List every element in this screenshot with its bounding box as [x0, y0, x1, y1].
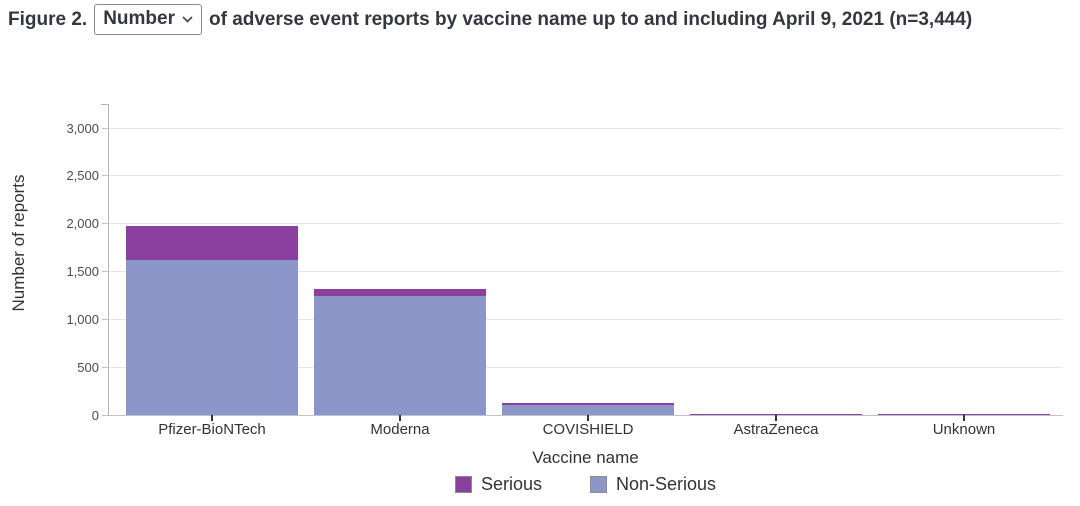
bar-nonserious-moderna[interactable] [314, 295, 486, 415]
y-axis-tick [102, 175, 109, 177]
y-axis-tick [102, 271, 109, 272]
metric-select-dropdown[interactable]: Number [94, 4, 202, 35]
x-axis-tick [587, 415, 589, 421]
gridline-3000 [108, 127, 1063, 129]
y-axis-tick [102, 414, 109, 416]
x-axis-line [108, 415, 1063, 416]
legend-item-non-serious[interactable]: Non-Serious [589, 474, 717, 495]
y-axis-tick-label: 1,000 [66, 311, 99, 327]
figure-title-suffix: of adverse event reports by vaccine name… [208, 8, 973, 30]
gridline-1000 [108, 318, 1063, 320]
bar-serious-covishield[interactable] [502, 403, 674, 406]
bar-serious-moderna[interactable] [314, 288, 486, 296]
x-axis-tick [963, 415, 965, 421]
y-axis-tick-label: 2,500 [66, 168, 99, 184]
y-axis-tick [102, 366, 109, 368]
metric-select-value: Number [103, 8, 175, 29]
gridline-500 [108, 366, 1063, 368]
y-axis-tick-label: 0 [91, 407, 99, 423]
y-axis-tick [102, 318, 109, 320]
x-axis-label-pfizer-biontech: Pfizer-BioNTech [158, 421, 266, 438]
chart-legend: Serious Non-Serious [108, 474, 1063, 495]
x-axis-label-unknown: Unknown [932, 421, 996, 438]
legend-item-serious[interactable]: Serious [454, 474, 542, 495]
x-axis-label-covishield: COVISHIELD [542, 421, 634, 438]
x-axis-tick [399, 415, 401, 421]
chevron-down-icon [182, 15, 193, 23]
y-axis-cap-tick [101, 104, 109, 105]
y-axis-tick-label: 1,500 [66, 264, 99, 279]
gridline-2000 [108, 223, 1063, 225]
legend-swatch-non-serious [589, 476, 607, 493]
plot-area [108, 104, 1063, 415]
figure-title-prefix: Figure 2. [8, 8, 88, 30]
y-axis-tick-label: 3,000 [66, 120, 99, 136]
legend-label-serious: Serious [480, 474, 542, 494]
y-axis-title: Number of reports [9, 174, 28, 312]
x-axis-label-astrazeneca: AstraZeneca [733, 421, 819, 438]
y-axis-tick [102, 127, 109, 129]
x-axis-tick [211, 415, 213, 421]
x-axis-title: Vaccine name [532, 448, 639, 467]
x-axis-label-moderna: Moderna [370, 421, 430, 438]
gridline-1500 [108, 271, 1063, 272]
y-axis-tick-label: 500 [77, 359, 99, 375]
x-axis-tick [775, 415, 777, 421]
y-axis-tick [102, 223, 109, 225]
y-axis-line [108, 104, 109, 416]
bar-nonserious-unknown[interactable] [878, 414, 1050, 415]
bar-serious-pfizer-biontech[interactable] [126, 225, 298, 261]
gridline-2500 [108, 175, 1063, 177]
bar-nonserious-pfizer-biontech[interactable] [126, 260, 298, 415]
bar-nonserious-covishield[interactable] [502, 405, 674, 415]
bar-nonserious-astrazeneca[interactable] [690, 414, 862, 415]
figure-title: Figure 2. Number of adverse event report… [8, 4, 1078, 35]
y-axis-tick-label: 2,000 [66, 216, 99, 232]
legend-swatch-serious [454, 476, 472, 493]
legend-label-non-serious: Non-Serious [615, 474, 717, 494]
